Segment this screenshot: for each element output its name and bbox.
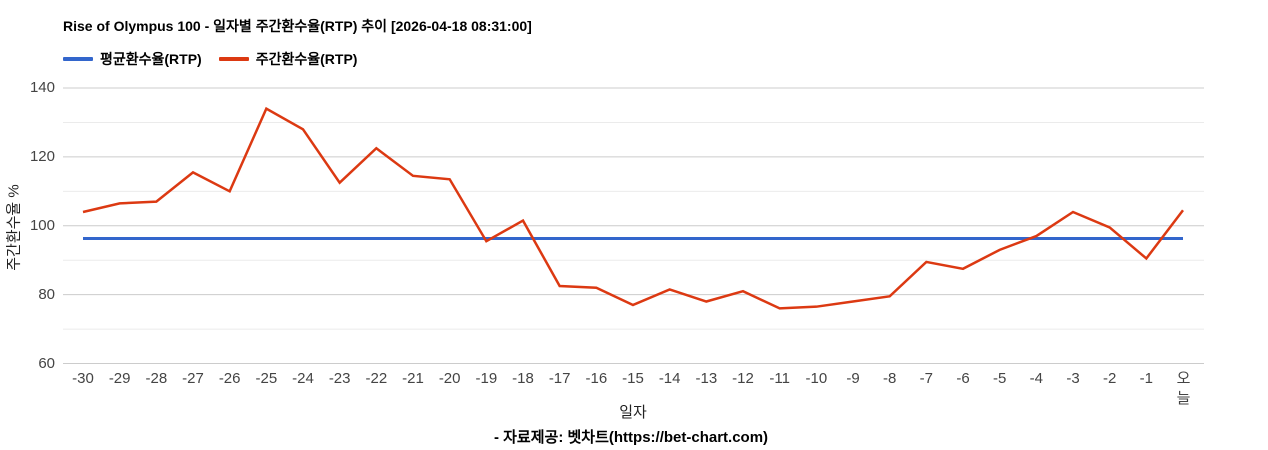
x-tick-label: -26 [218, 370, 241, 387]
x-tick-label: -9 [846, 370, 860, 387]
x-tick-label: -27 [182, 370, 204, 387]
legend-label-weekly: 주간환수율(RTP) [255, 51, 358, 67]
x-tick-label: -23 [328, 370, 351, 387]
chart-legend: 평균환수율(RTP) 주간환수율(RTP) [63, 49, 357, 69]
x-tick-label: -14 [658, 370, 681, 387]
y-tick-label: 80 [38, 285, 55, 303]
x-tick-label: -30 [72, 370, 94, 387]
x-tick-label: -20 [438, 370, 461, 387]
x-tick-label: 오늘 [1176, 370, 1191, 407]
y-tick-label: 140 [29, 79, 55, 96]
legend-label-average: 평균환수율(RTP) [100, 51, 202, 67]
x-tick-label: -12 [732, 370, 754, 387]
x-tick-label: -29 [108, 370, 131, 387]
x-tick-label: -16 [585, 370, 608, 387]
x-tick-label: -8 [882, 370, 897, 387]
x-tick-label: -22 [365, 370, 388, 387]
x-tick-label: -28 [145, 370, 168, 387]
average-line-swatch-icon [63, 57, 93, 61]
x-axis-title: 일자 [619, 404, 647, 421]
x-tick-label: -11 [769, 370, 790, 387]
x-tick-label: -18 [512, 370, 534, 387]
y-tick-label: 60 [38, 354, 55, 372]
x-tick-label: -15 [622, 370, 644, 387]
weekly-line-swatch-icon [218, 57, 249, 61]
x-tick-label: -13 [695, 370, 718, 387]
x-tick-label: -7 [919, 370, 933, 387]
chart-title: Rise of Olympus 100 - 일자별 주간환수율(RTP) 추이 … [63, 18, 532, 34]
x-tick-label: -24 [292, 370, 314, 387]
x-tick-label: -3 [1066, 370, 1080, 387]
x-tick-label: -4 [1029, 370, 1043, 387]
legend-item-average: 평균환수율(RTP) [63, 49, 202, 69]
y-axis-title: 주간환수율 % [5, 184, 23, 271]
y-tick-label: 100 [29, 216, 55, 234]
x-tick-label: -19 [475, 370, 498, 387]
x-tick-label: -10 [805, 370, 828, 387]
x-tick-label: -17 [548, 370, 571, 387]
x-tick-label: -21 [402, 370, 424, 387]
weekly-rtp-line [82, 106, 1184, 310]
legend-item-weekly: 주간환수율(RTP) [218, 49, 358, 69]
y-tick-label: 120 [29, 147, 55, 165]
x-tick-label: -2 [1102, 370, 1117, 387]
x-tick-label: -1 [1139, 370, 1153, 387]
x-tick-label: -25 [255, 370, 278, 387]
footer-credit: - 자료제공: 벳차트(https://bet-chart.com) [493, 429, 769, 446]
x-tick-label: -6 [956, 370, 970, 387]
x-tick-label: -5 [992, 370, 1007, 387]
